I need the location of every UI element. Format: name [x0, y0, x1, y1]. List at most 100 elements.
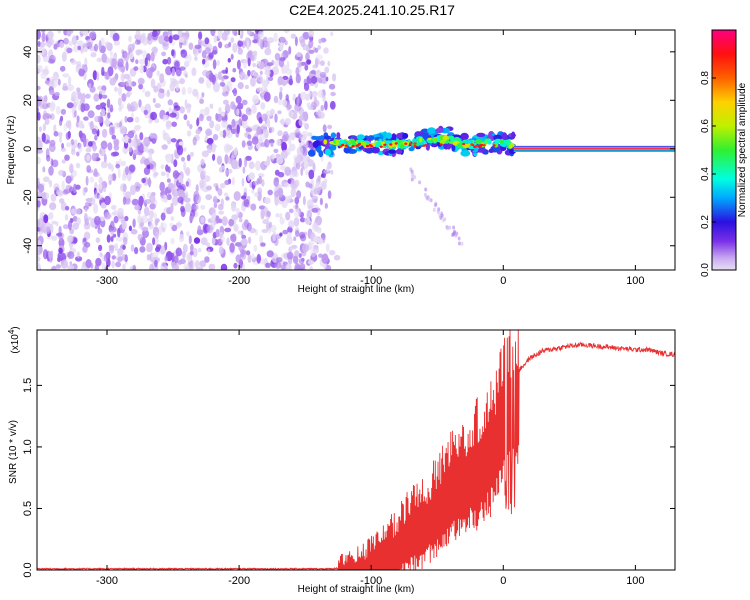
spectrogram-noise-cell	[308, 39, 314, 49]
spectrogram-signal-core-cell	[508, 144, 513, 149]
spectrogram-noise-cell	[115, 261, 122, 268]
spectrogram-noise-cell	[204, 37, 210, 45]
spectrogram-noise-cell	[277, 130, 283, 137]
snr-axes: -300 -200 -100 0 100 0.0 0.5 1.0 1.5	[22, 330, 675, 587]
spectrogram-noise-cell	[252, 62, 256, 68]
spectrogram-noise-cell	[177, 189, 185, 198]
spectrogram-noise-cell	[256, 126, 262, 135]
spectrogram-noise-cell	[256, 60, 261, 68]
snr-x-tick-label: -100	[360, 575, 382, 587]
spectrogram-noise-cell	[298, 267, 306, 270]
spectrogram-noise-cell	[184, 60, 190, 68]
spectrogram-noise-cell	[186, 120, 190, 127]
spectrogram-noise-cell	[48, 251, 52, 260]
spectrogram-noise-cell	[59, 198, 65, 204]
spectrogram-noise-cell	[262, 122, 269, 128]
spectrogram-noise-cell	[161, 51, 167, 57]
spectrogram-noise-cell	[107, 162, 112, 170]
spectrogram-noise-cell	[313, 188, 321, 195]
spectrogram-noise-cell	[122, 244, 126, 250]
spectrogram-noise-cell	[318, 89, 324, 98]
spectrogram-noise-cell	[141, 177, 146, 184]
spectrogram-noise-cell	[216, 155, 223, 165]
spectrogram-noise-cell	[139, 132, 144, 141]
spectrogram-signal-core-cell	[446, 139, 450, 144]
spectrogram-noise-cell	[210, 30, 216, 37]
spectrogram-noise-cell	[160, 261, 167, 270]
spectrogram-noise-cell	[201, 40, 205, 47]
spectrogram-noise-cell	[41, 32, 46, 43]
spectrogram-noise-cell	[84, 207, 88, 212]
spectrogram-noise-cell	[174, 60, 180, 70]
spectrogram-noise-cell	[46, 226, 51, 232]
spectrogram-noise-cell	[53, 183, 60, 191]
spectrogram-noise-cell	[278, 57, 285, 68]
spectrogram-noise-cell	[148, 222, 154, 230]
spectrogram-noise-cell	[179, 66, 186, 71]
spectrogram-noise-cell	[270, 108, 275, 116]
spectrogram-signal-cell	[435, 127, 444, 134]
spectrogram-signal-cell	[422, 132, 429, 140]
spectrogram-noise-cell	[160, 190, 165, 196]
spectrogram-noise-cell	[215, 185, 219, 191]
spectrogram-noise-cell	[221, 69, 228, 74]
spectrogram-noise-cell	[49, 180, 53, 188]
spectrogram-signal-cell	[385, 132, 393, 139]
spectrogram-signal-core-cell	[418, 137, 423, 143]
spectrogram-signal-core-cell	[398, 139, 402, 143]
spectrogram-noise-cell	[187, 103, 192, 108]
spectrogram-noise-cell	[129, 52, 134, 60]
spectrogram-x-tick-label: -300	[96, 275, 118, 287]
spectrogram-noise-cell	[150, 51, 155, 62]
spectrogram-noise-cell	[65, 175, 72, 184]
spectrogram-noise-cell	[297, 61, 302, 68]
spectrogram-noise-cell	[154, 103, 161, 109]
spectrogram-signal-peak-cell	[413, 142, 417, 145]
spectrogram-noise-cell	[124, 115, 128, 123]
spectrogram-noise-cell	[42, 123, 47, 131]
spectrogram-noise-cell	[98, 183, 103, 190]
spectrogram-noise-cell	[289, 173, 294, 179]
spectrogram-signal-core-cell	[351, 141, 357, 147]
spectrogram-marks	[37, 30, 675, 270]
spectrogram-noise-cell	[105, 41, 110, 49]
spectrogram-noise-cell	[277, 76, 284, 86]
spectrogram-noise-cell	[162, 41, 170, 51]
spectrogram-noise-cell	[135, 30, 141, 40]
snr-frame	[36, 329, 676, 571]
spectrogram-noise-cell	[120, 72, 125, 82]
spectrogram-noise-cell	[301, 130, 309, 138]
spectrogram-noise-cell	[199, 113, 204, 122]
spectrogram-signal-peak-cell	[413, 144, 417, 148]
spectrogram-noise-cell	[329, 249, 336, 256]
spectrogram-signal-cell	[460, 132, 469, 141]
spectrogram-noise-cell	[230, 37, 235, 43]
spectrogram-noise-cell	[37, 65, 43, 73]
spectrogram-noise-cell	[59, 65, 66, 72]
spectrogram-noise-cell	[295, 230, 300, 237]
spectrogram-noise-cell	[286, 231, 292, 238]
spectrogram-noise-cell	[85, 175, 89, 186]
spectrogram-tail-cell	[418, 180, 422, 185]
spectrogram-noise-cell	[94, 190, 99, 199]
spectrogram-signal-core-cell	[487, 139, 492, 145]
spectrogram-noise-cell	[308, 169, 315, 180]
spectrogram-noise-cell	[299, 133, 303, 142]
spectrogram-noise-cell	[75, 217, 81, 226]
spectrogram-signal-peak-cell	[409, 142, 413, 145]
spectrogram-noise-cell	[111, 204, 117, 210]
spectrogram-signal-peak-cell	[394, 142, 398, 145]
spectrogram-noise-cell	[224, 154, 229, 165]
spectrogram-noise-cell	[206, 185, 212, 191]
spectrogram-noise-cell	[49, 113, 55, 120]
spectrogram-noise-cell	[241, 238, 248, 246]
spectrogram-noise-cell	[37, 200, 41, 208]
spectrogram-noise-cell	[264, 47, 272, 56]
spectrogram-noise-cell	[143, 109, 148, 115]
spectrogram-noise-cell	[314, 57, 319, 68]
spectrogram-signal-peak-cell	[351, 145, 355, 148]
spectrogram-noise-cell	[98, 244, 103, 252]
spectrogram-noise-cell	[138, 99, 142, 108]
spectrogram-noise-cell	[175, 81, 180, 92]
spectrogram-signal-peak-cell	[470, 143, 474, 146]
